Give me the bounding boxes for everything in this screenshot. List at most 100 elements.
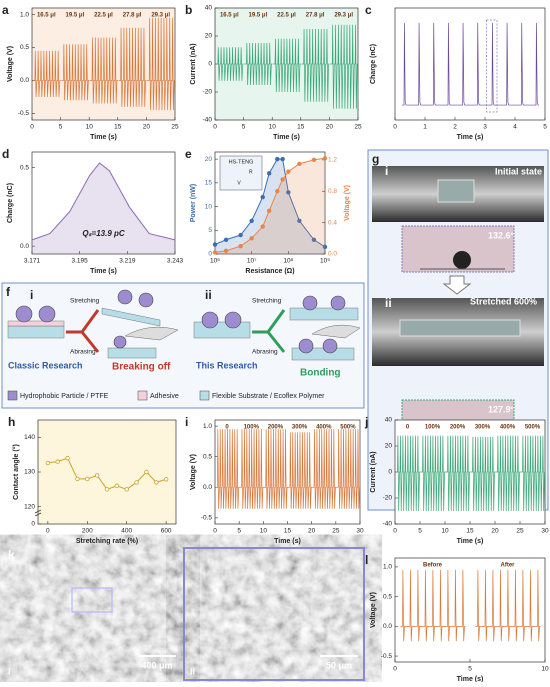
signal-segment bbox=[273, 38, 301, 93]
particle bbox=[138, 292, 154, 308]
x-axis-label: Time (s) bbox=[90, 268, 117, 275]
label: Bonding bbox=[300, 368, 341, 379]
segment-label: 16.5 μl bbox=[220, 13, 239, 19]
x-axis-label: Time (s) bbox=[457, 538, 484, 545]
x-tick-label: 200 bbox=[82, 528, 93, 535]
y-tick-label: 0.0 bbox=[203, 484, 212, 491]
marker bbox=[260, 194, 265, 200]
x-tick-label: 15 bbox=[284, 528, 292, 535]
marker bbox=[280, 177, 285, 182]
segment-label: 0 bbox=[225, 425, 229, 431]
y-axis-label: Voltage (V) bbox=[190, 454, 197, 490]
legend-swatch bbox=[7, 390, 18, 401]
x-tick-label: 25 bbox=[171, 124, 179, 131]
x-tick-label: 5 bbox=[468, 666, 472, 673]
particle bbox=[302, 295, 318, 311]
label: Classic Research bbox=[8, 360, 83, 370]
particle bbox=[15, 305, 33, 323]
x-tick-label: 15 bbox=[466, 528, 474, 535]
y-tick-label: 10 bbox=[205, 203, 213, 210]
zoom-box bbox=[71, 587, 113, 613]
plot-background bbox=[215, 420, 360, 524]
x-tick-label: 0 bbox=[30, 124, 34, 131]
label: Breaking off bbox=[112, 362, 171, 373]
x-tick-label: 3.243 bbox=[167, 258, 184, 265]
x-tick-label: 20 bbox=[143, 124, 151, 131]
abrader bbox=[311, 324, 361, 339]
signal-segment bbox=[336, 429, 361, 509]
angle: 132.6° bbox=[488, 230, 515, 240]
marker bbox=[154, 480, 159, 485]
segment-label: 500% bbox=[340, 425, 356, 431]
x-axis-label: Time (s) bbox=[273, 134, 300, 141]
y-tick-label: 5 bbox=[208, 227, 212, 234]
marker bbox=[297, 218, 302, 223]
signal-segment bbox=[301, 28, 330, 102]
marker bbox=[212, 242, 218, 247]
segment-label: 0 bbox=[406, 425, 410, 431]
y-tick-label: 120 bbox=[24, 503, 35, 510]
y-tick-label: 140 bbox=[24, 434, 35, 441]
line bbox=[214, 158, 326, 248]
y-tick-label: 0 bbox=[388, 469, 392, 476]
arrow bbox=[442, 275, 472, 295]
legend-label: Adhesive bbox=[150, 393, 179, 400]
substrate bbox=[193, 321, 251, 339]
scale-label: 400 μm bbox=[141, 660, 172, 670]
marker bbox=[144, 469, 149, 475]
signal-segment bbox=[470, 436, 496, 512]
x-tick-label: 30 bbox=[541, 528, 549, 535]
x-tick-label: 400 bbox=[121, 528, 132, 535]
label: i bbox=[385, 164, 388, 178]
sample bbox=[437, 179, 475, 203]
y-axis-label: Voltage (V) bbox=[7, 46, 14, 82]
panel-letter: a bbox=[2, 3, 9, 17]
x-tick-label: 0 bbox=[213, 124, 217, 131]
area bbox=[215, 158, 325, 254]
marker bbox=[55, 459, 60, 464]
x-axis-label: Stretching rate (%) bbox=[76, 538, 138, 545]
y-tick-label: 0.8 bbox=[328, 188, 337, 195]
signal-segment bbox=[395, 435, 421, 512]
y-axis-label: Contact angle (°) bbox=[12, 444, 20, 500]
signal-segment bbox=[520, 435, 546, 512]
particle bbox=[38, 305, 56, 323]
label: i bbox=[30, 288, 33, 302]
substrate bbox=[101, 307, 161, 327]
marker bbox=[223, 237, 229, 242]
area bbox=[215, 159, 325, 254]
marker bbox=[163, 477, 169, 482]
x-tick-label: 3.171 bbox=[24, 258, 41, 265]
panel-letter: f bbox=[6, 285, 11, 299]
x-tick-label: 20 bbox=[326, 124, 334, 131]
segment-label: 19.5 μl bbox=[249, 13, 268, 19]
x-tick-label: 5 bbox=[237, 528, 241, 535]
segment-label: 100% bbox=[244, 425, 260, 431]
x-tick-label: 10 bbox=[86, 124, 94, 131]
y-axis-label: Current (nA) bbox=[190, 43, 197, 84]
x-tick-label: 0 bbox=[393, 666, 397, 673]
legend-swatch bbox=[199, 390, 210, 401]
label: ii bbox=[190, 666, 195, 676]
segment-label: 19.5 μl bbox=[66, 13, 85, 19]
y-tick-label: 0 bbox=[31, 521, 35, 528]
y-tick-label: 0.5 bbox=[20, 164, 29, 171]
y-axis-label: Charge (nC) bbox=[370, 44, 377, 84]
y-axis-label: Voltage (V) bbox=[370, 592, 377, 628]
x-axis-label: Time (s) bbox=[274, 538, 301, 545]
y-tick-label: 15 bbox=[205, 180, 213, 187]
x-tick-label: 10 bbox=[260, 528, 268, 535]
panel-f: f i ii Stretching Abrasing Classic Resea… bbox=[1, 282, 365, 409]
legend-swatch bbox=[137, 390, 148, 401]
substrate bbox=[107, 347, 157, 359]
y-tick-label: -40 bbox=[203, 117, 213, 124]
panel-letter: j bbox=[364, 415, 368, 429]
x-tick-label: 25 bbox=[332, 528, 340, 535]
panel-k: k i ii 400 μm 50 μm bbox=[2, 547, 365, 681]
signal-segment bbox=[215, 47, 244, 81]
plot-frame bbox=[214, 419, 361, 525]
marker bbox=[238, 243, 243, 249]
label: This Research bbox=[196, 360, 258, 370]
inset bbox=[219, 155, 263, 191]
y-tick-label: 1.2 bbox=[328, 157, 337, 164]
